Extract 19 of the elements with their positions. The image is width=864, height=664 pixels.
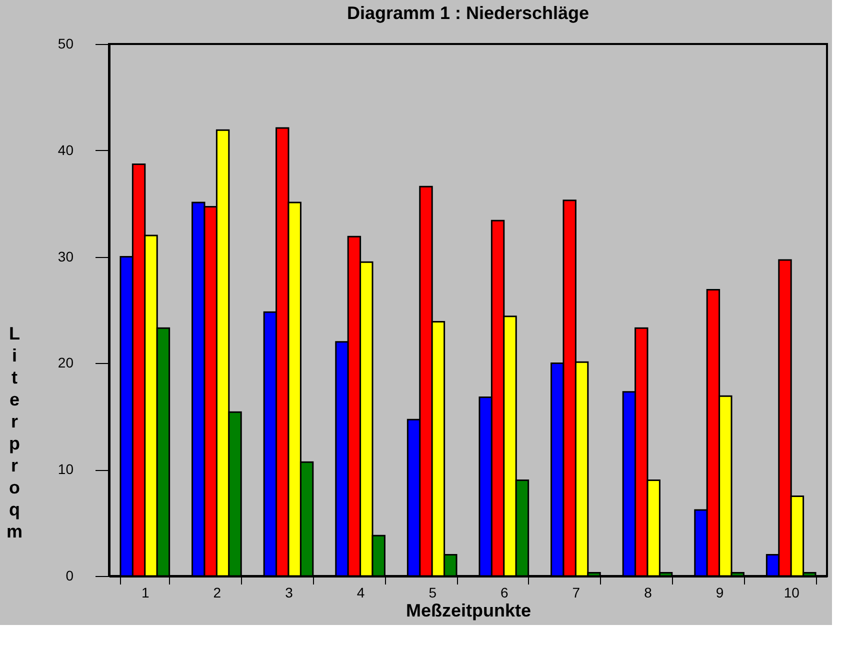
x-tick-label: 2 (213, 584, 222, 600)
y-tick-label: 10 (58, 461, 74, 478)
y-tick-label: 40 (58, 142, 74, 158)
y-tick-label: 50 (58, 36, 74, 52)
x-tick-label: 7 (572, 584, 580, 600)
x-tick-label: 1 (142, 584, 150, 600)
x-tick-label: 9 (716, 584, 724, 600)
x-tick-label: 8 (644, 584, 652, 600)
chart-title: Diagramm 1 : Niederschläge (346, 3, 590, 23)
x-tick-label: 4 (356, 584, 365, 600)
y-tick-label: 30 (58, 248, 74, 264)
x-tick-label: 5 (428, 584, 437, 600)
x-tick-label: 10 (784, 584, 800, 600)
x-axis-title: Meßzeitpunkte (406, 600, 532, 620)
text: Liter pro qm (6, 324, 23, 542)
x-tick-label: 6 (500, 584, 508, 600)
x-tick-label: 3 (285, 584, 294, 600)
y-tick-label: 0 (66, 568, 74, 584)
y-tick-label: 20 (58, 354, 74, 371)
